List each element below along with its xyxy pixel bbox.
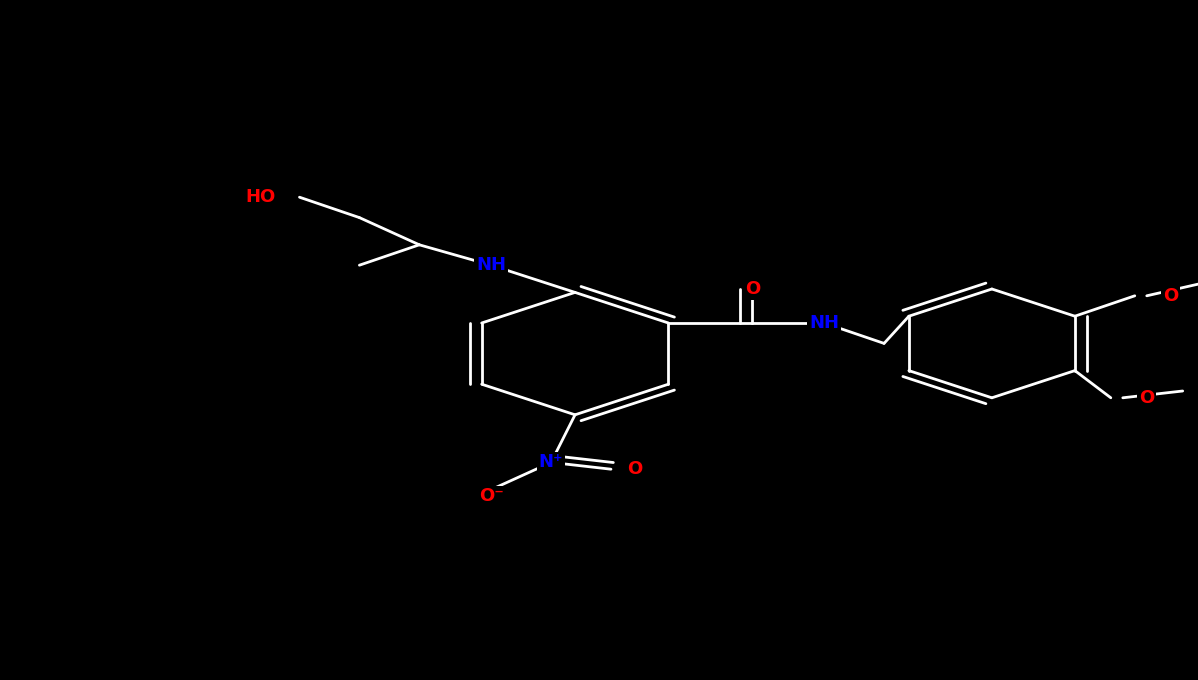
- Text: O: O: [745, 280, 760, 298]
- Text: O: O: [1163, 287, 1179, 305]
- Text: NH: NH: [809, 314, 839, 332]
- Text: O: O: [628, 460, 642, 478]
- Text: N⁺: N⁺: [539, 454, 563, 471]
- Text: O⁻: O⁻: [479, 488, 503, 505]
- Text: HO: HO: [246, 188, 276, 206]
- Text: NH: NH: [476, 256, 507, 274]
- Text: O: O: [1139, 389, 1155, 407]
